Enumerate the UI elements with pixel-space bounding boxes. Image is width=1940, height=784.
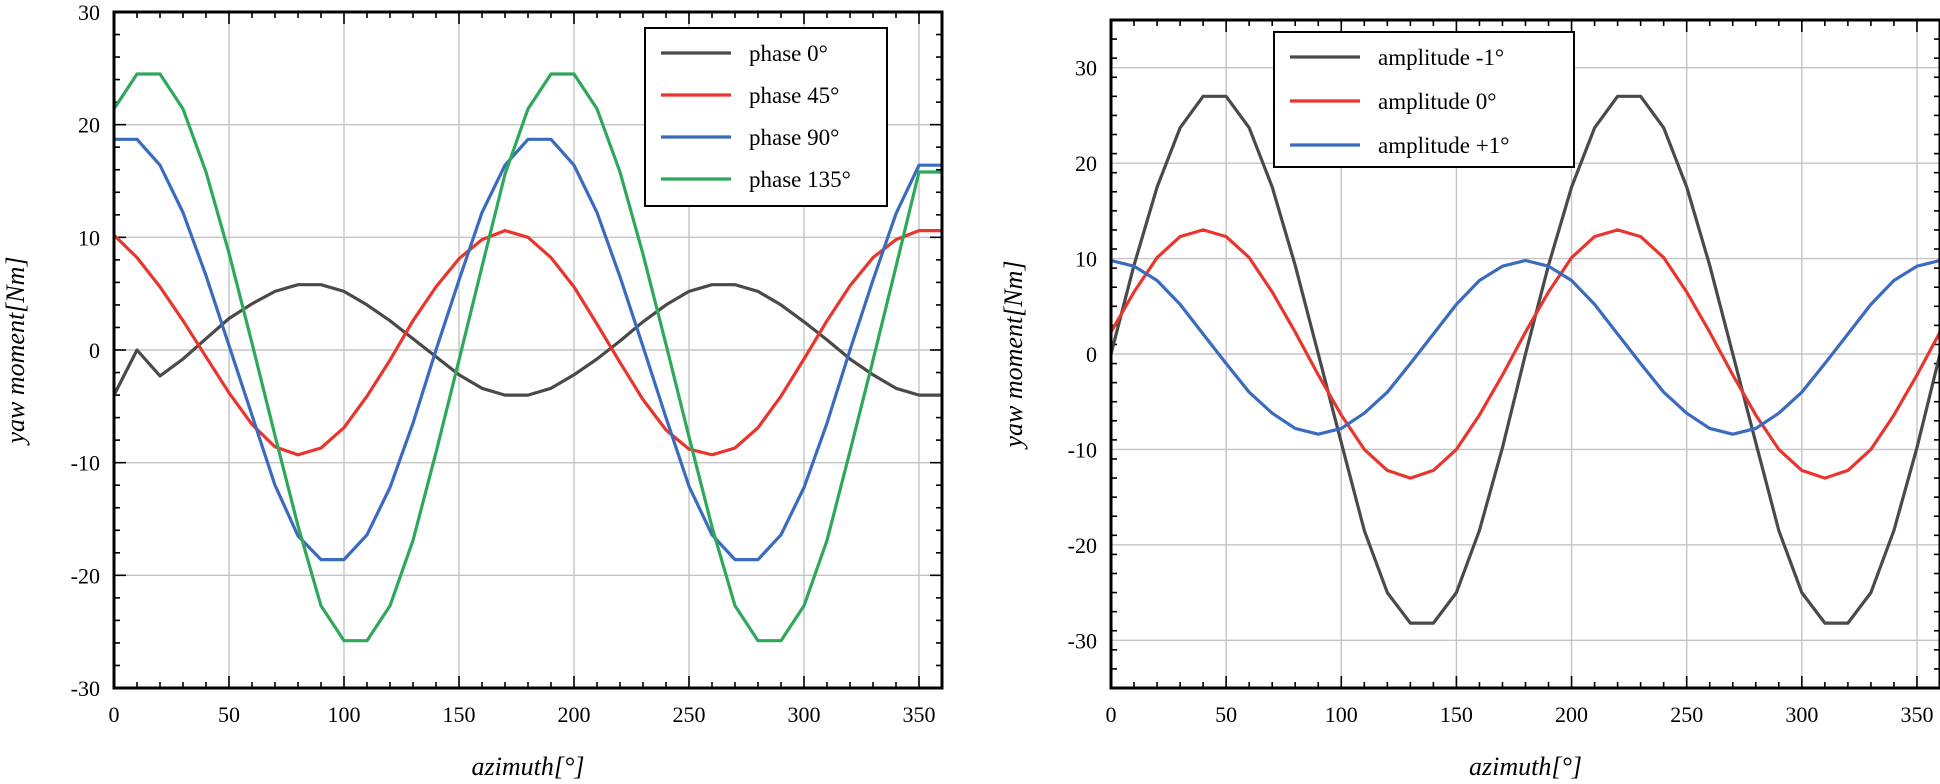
series-line-1 xyxy=(1111,228,1940,480)
legend-label-0: amplitude -1° xyxy=(1378,45,1504,70)
y-tick-label: 30 xyxy=(78,0,100,25)
chart-phase: 0 50 100 150 200 250 300 350 -30 -20 -10 0 10 20 30 azi… xyxy=(1,0,944,781)
x-tick-label: 150 xyxy=(1440,702,1473,727)
x-tick-label: 0 xyxy=(1106,702,1117,727)
y-tick-label: -20 xyxy=(71,563,100,588)
y-tick-label: 0 xyxy=(89,338,100,363)
y-tick-label: -10 xyxy=(71,451,100,476)
legend: phase 0° phase 45° phase 90° phase 135° xyxy=(644,27,888,207)
x-tick-label: 350 xyxy=(1900,702,1933,727)
legend: amplitude -1° amplitude 0° amplitude +1° xyxy=(1273,31,1575,168)
plot-frame xyxy=(1109,18,1940,690)
y-tick-label: 20 xyxy=(78,113,100,138)
series-line-2 xyxy=(1111,258,1940,436)
legend-label-0: phase 0° xyxy=(749,41,828,66)
x-tick-label: 300 xyxy=(1785,702,1818,727)
y-tick-labels: -30 -20 -10 0 10 20 30 xyxy=(71,0,100,701)
x-tick-label: 50 xyxy=(1215,702,1237,727)
chart-amplitude: 0 50 100 150 200 250 300 350 -30 -20 -10 0 10 20 30 azi… xyxy=(999,18,1940,781)
series-line-3 xyxy=(114,72,942,643)
x-tick-label: 250 xyxy=(1670,702,1703,727)
y-tick-labels: -30 -20 -10 0 10 20 30 xyxy=(1068,56,1097,654)
x-tick-label: 200 xyxy=(558,702,591,727)
x-tick-label: 300 xyxy=(788,702,821,727)
x-tick-label: 250 xyxy=(673,702,706,727)
series-line-2 xyxy=(114,137,942,562)
x-tick-label: 200 xyxy=(1555,702,1588,727)
series-line-0 xyxy=(114,283,942,397)
x-tick-label: 100 xyxy=(328,702,361,727)
y-tick-label: -30 xyxy=(71,676,100,701)
y-tick-label: 30 xyxy=(1075,56,1097,81)
y-axis-label: yaw moment[Nm] xyxy=(1,256,30,446)
legend-label-2: amplitude +1° xyxy=(1378,133,1509,158)
y-tick-label: 10 xyxy=(78,225,100,250)
series-lines xyxy=(114,72,942,643)
y-tick-label: -30 xyxy=(1068,628,1097,653)
x-tick-label: 0 xyxy=(109,702,120,727)
y-tick-label: -20 xyxy=(1068,533,1097,558)
plot-frame xyxy=(112,10,944,690)
legend-label-1: phase 45° xyxy=(749,83,839,108)
legend-label-3: phase 135° xyxy=(749,167,851,192)
y-tick-label: 10 xyxy=(1075,247,1097,272)
series-line-1 xyxy=(114,229,942,457)
x-tick-label: 350 xyxy=(903,702,936,727)
y-tick-label: 0 xyxy=(1086,342,1097,367)
y-axis-label: yaw moment[Nm] xyxy=(999,260,1028,450)
x-axis-label: azimuth[°] xyxy=(472,752,585,781)
legend-box xyxy=(644,27,888,207)
legend-label-1: amplitude 0° xyxy=(1378,89,1496,114)
legend-label-2: phase 90° xyxy=(749,125,839,150)
series-lines xyxy=(1111,94,1940,625)
series-line-0 xyxy=(1111,94,1940,625)
y-tick-label: 20 xyxy=(1075,151,1097,176)
x-tick-label: 150 xyxy=(443,702,476,727)
y-tick-label: -10 xyxy=(1068,437,1097,462)
x-axis-label: azimuth[°] xyxy=(1469,752,1582,781)
x-tick-labels: 0 50 100 150 200 250 300 350 xyxy=(1106,702,1934,727)
x-tick-label: 50 xyxy=(218,702,240,727)
x-tick-label: 100 xyxy=(1325,702,1358,727)
x-tick-labels: 0 50 100 150 200 250 300 350 xyxy=(109,702,936,727)
